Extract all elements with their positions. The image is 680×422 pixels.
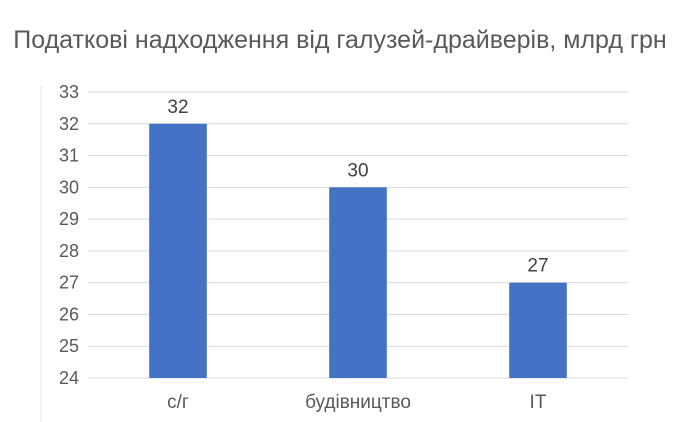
category-label: ІТ — [530, 392, 547, 413]
y-tick-label: 25 — [59, 336, 79, 356]
y-tick-label: 30 — [59, 177, 79, 197]
data-labels: 32 30 27 — [167, 97, 548, 277]
y-tick-label: 27 — [59, 273, 79, 293]
y-tick-label: 24 — [59, 368, 79, 388]
category-label: будівництво — [305, 392, 411, 413]
bar-value-label: 27 — [527, 256, 548, 277]
y-tick-label: 28 — [59, 241, 79, 261]
y-axis-ticks: 24 25 26 27 28 29 30 31 32 33 — [59, 82, 79, 388]
y-tick-label: 26 — [59, 304, 79, 324]
category-label: с/г — [167, 392, 189, 413]
y-tick-label: 33 — [59, 82, 79, 102]
bars — [149, 123, 567, 379]
bar — [149, 123, 207, 379]
bar — [329, 187, 387, 378]
y-tick-label: 31 — [59, 146, 79, 166]
y-tick-label: 32 — [59, 114, 79, 134]
bar-value-label: 32 — [167, 97, 188, 118]
chart-title: Податкові надходження від галузей-драйве… — [13, 26, 667, 54]
bar — [509, 282, 567, 378]
bar-value-label: 30 — [347, 160, 368, 181]
category-labels: с/г будівництво ІТ — [167, 392, 547, 413]
y-tick-label: 29 — [59, 209, 79, 229]
